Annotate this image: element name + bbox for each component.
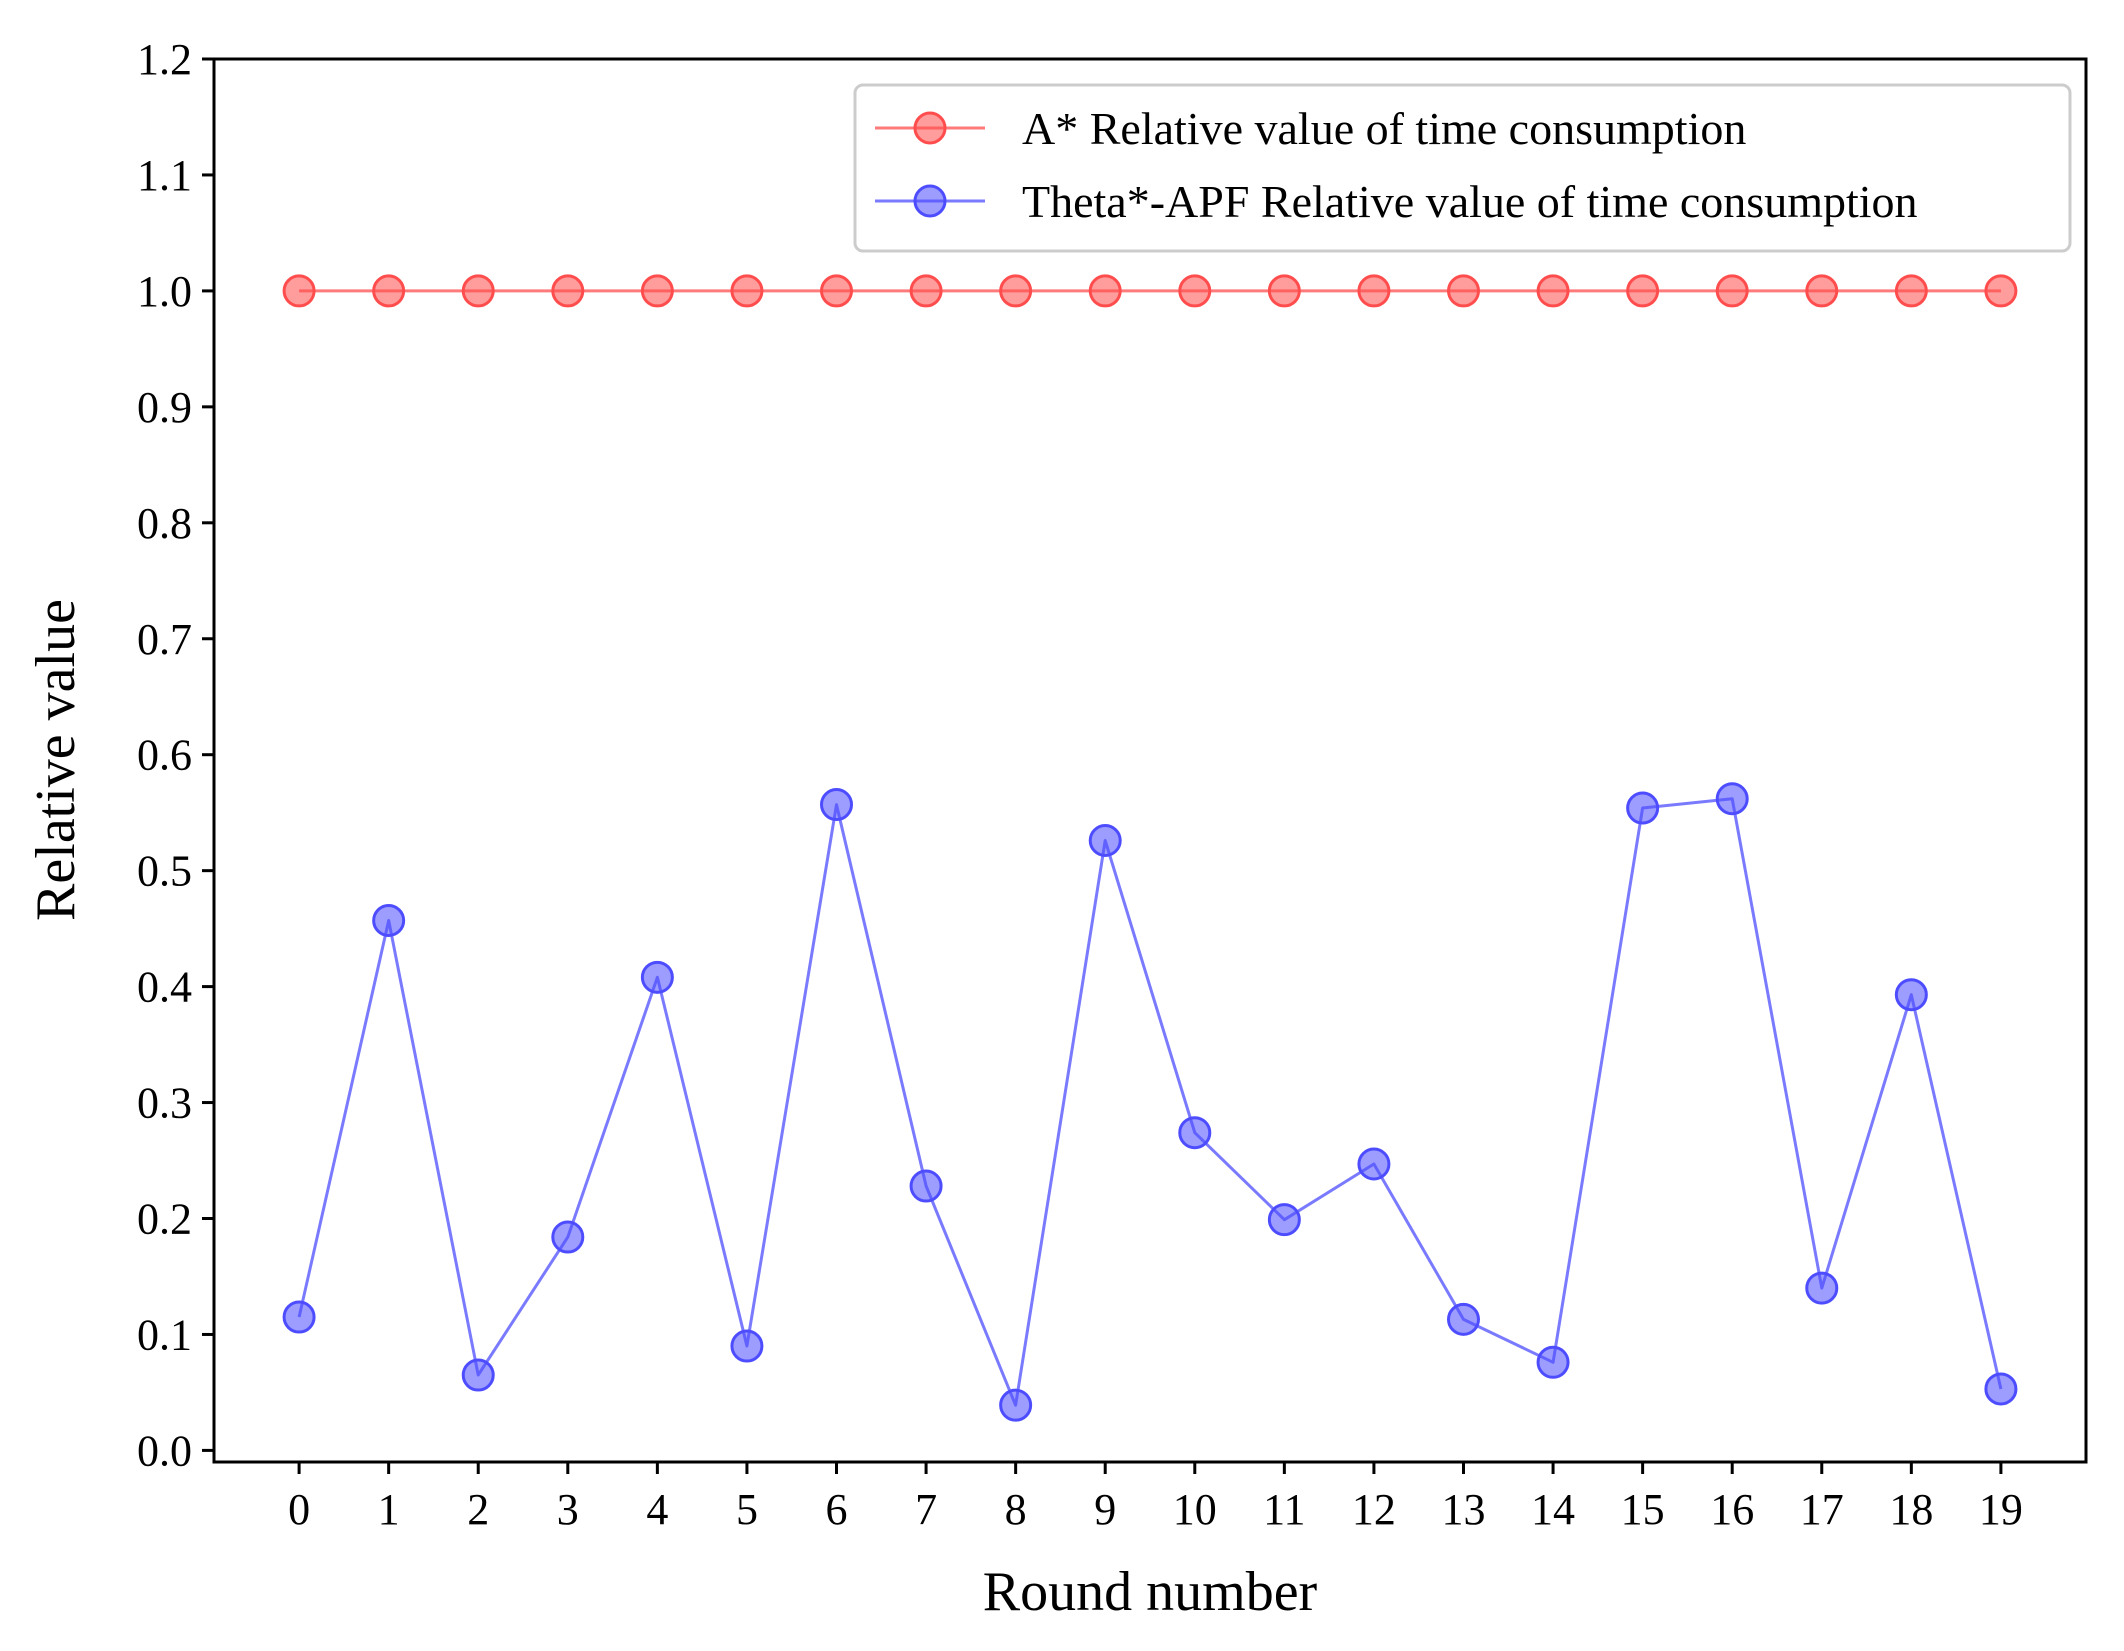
series-1 (282, 274, 2018, 308)
data-point (640, 274, 674, 308)
data-point (372, 274, 406, 308)
x-tick-label: 16 (1710, 1485, 1754, 1534)
y-tick-label: 0.2 (137, 1195, 192, 1244)
y-tick-label: 0.3 (137, 1079, 192, 1128)
x-tick-label: 4 (646, 1485, 668, 1534)
x-tick-label: 0 (288, 1485, 310, 1534)
data-point (461, 1358, 495, 1392)
data-point (1357, 1147, 1391, 1181)
x-tick-label: 6 (826, 1485, 848, 1534)
x-tick-label: 3 (557, 1485, 579, 1534)
x-axis-title: Round number (983, 1561, 1318, 1623)
data-point (999, 1388, 1033, 1422)
x-tick-label: 14 (1531, 1485, 1575, 1534)
series-2 (282, 782, 2018, 1422)
data-point (1088, 274, 1122, 308)
data-point (1088, 824, 1122, 858)
data-point (282, 1300, 316, 1334)
legend-label-a-star: A* Relative value of time consumption (1022, 103, 1746, 154)
legend-marker-theta-apf (913, 184, 947, 218)
y-tick-label: 1.0 (137, 267, 192, 316)
y-tick-label: 0.7 (137, 615, 192, 664)
data-point (1805, 274, 1839, 308)
x-tick-label: 5 (736, 1485, 758, 1534)
x-tick-label: 2 (467, 1485, 489, 1534)
y-tick-label: 0.9 (137, 383, 192, 432)
y-tick-label: 0.1 (137, 1310, 192, 1359)
data-point (1446, 274, 1480, 308)
data-point (1178, 274, 1212, 308)
data-point (1267, 1203, 1301, 1237)
x-tick-label: 13 (1441, 1485, 1485, 1534)
x-tick-label: 19 (1979, 1485, 2023, 1534)
data-point (1446, 1302, 1480, 1336)
y-tick-label: 0.4 (137, 963, 192, 1012)
data-point (1894, 274, 1928, 308)
y-tick-label: 0.0 (137, 1426, 192, 1475)
x-tick-label: 1 (378, 1485, 400, 1534)
data-point (1805, 1271, 1839, 1305)
x-tick-label: 11 (1263, 1485, 1305, 1534)
y-tick-label: 0.6 (137, 731, 192, 780)
data-point (1715, 274, 1749, 308)
data-point (820, 274, 854, 308)
x-tick-label: 8 (1005, 1485, 1027, 1534)
data-point (999, 274, 1033, 308)
data-point (1984, 274, 2018, 308)
data-point (1357, 274, 1391, 308)
data-point (1984, 1372, 2018, 1406)
x-tick-label: 18 (1889, 1485, 1933, 1534)
data-point (640, 960, 674, 994)
data-point (909, 1169, 943, 1203)
data-point (551, 1220, 585, 1254)
data-point (820, 788, 854, 822)
data-point (461, 274, 495, 308)
x-tick-label: 9 (1094, 1485, 1116, 1534)
data-point (1178, 1116, 1212, 1150)
x-tick-label: 12 (1352, 1485, 1396, 1534)
x-tick-label: 15 (1621, 1485, 1665, 1534)
x-axis: 0 1 2 3 4 5 6 7 8 9 10 11 12 13 14 15 16 17 18 19 (288, 1462, 2023, 1534)
x-tick-label: 7 (915, 1485, 937, 1534)
series-layer (282, 274, 2018, 1422)
legend: A* Relative value of time consumption Th… (853, 83, 2072, 253)
data-point (909, 274, 943, 308)
data-point (730, 274, 764, 308)
y-tick-label: 0.8 (137, 499, 192, 548)
y-axis: 0.0 0.1 0.2 0.3 0.4 0.5 0.6 0.7 0.8 0.9 1.0 1.1 1.2 (137, 35, 214, 1475)
data-point (372, 904, 406, 938)
y-axis-title: Relative value (25, 599, 87, 921)
data-point (1894, 978, 1928, 1012)
data-point (730, 1329, 764, 1363)
x-tick-label: 10 (1173, 1485, 1217, 1534)
data-point (282, 274, 316, 308)
data-point (1267, 274, 1301, 308)
data-point (1715, 782, 1749, 816)
legend-marker-a-star (913, 111, 947, 145)
y-tick-label: 1.1 (137, 151, 192, 200)
data-point (551, 274, 585, 308)
legend-frame (853, 83, 2072, 253)
x-tick-label: 17 (1800, 1485, 1844, 1534)
legend-label-theta-apf: Theta*-APF Relative value of time consum… (1022, 176, 1918, 227)
data-point (1536, 274, 1570, 308)
y-tick-label: 0.5 (137, 847, 192, 896)
data-point (1626, 791, 1660, 825)
plot-area (212, 57, 2088, 1464)
y-tick-label: 1.2 (137, 35, 192, 84)
data-point (1626, 274, 1660, 308)
data-point (1536, 1345, 1570, 1379)
